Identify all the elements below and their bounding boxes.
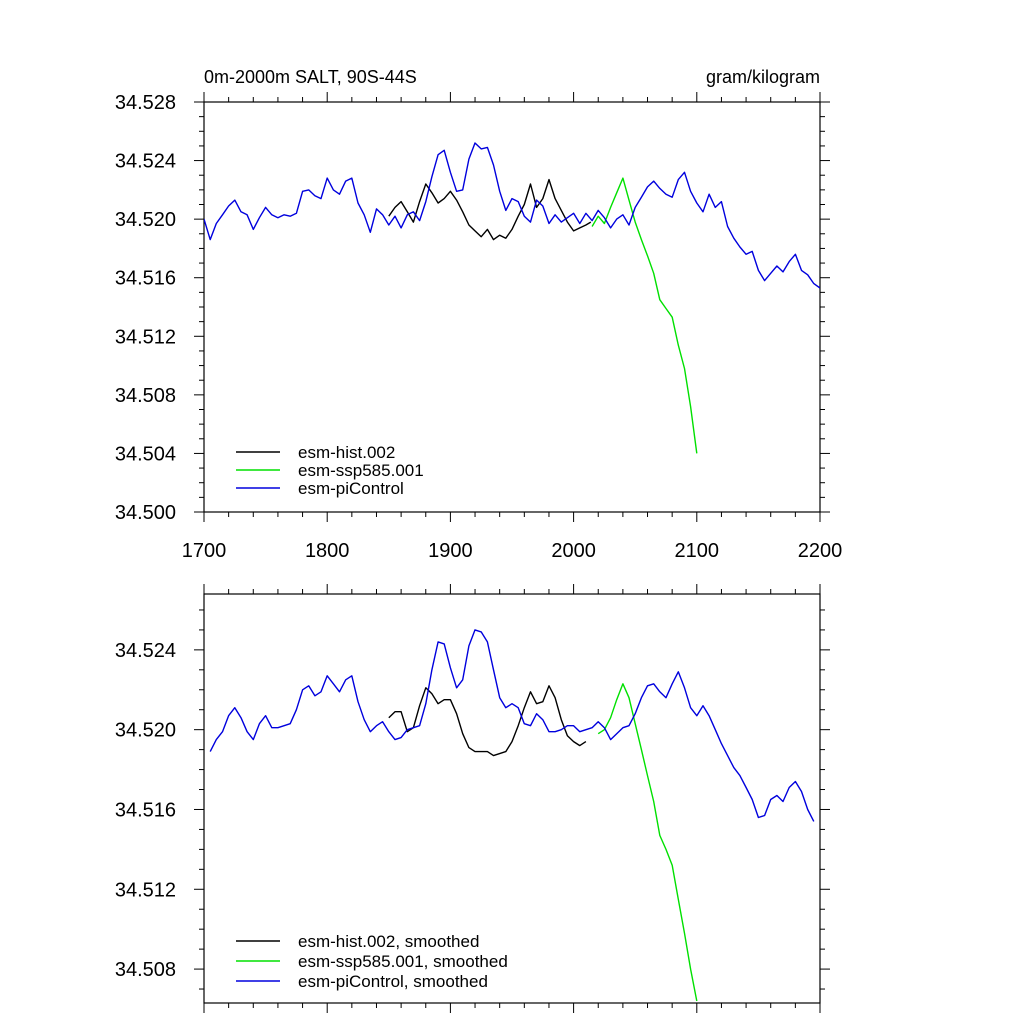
y-tick-label: 34.524 <box>115 640 176 662</box>
series-line-esm-hist-002 <box>388 178 592 241</box>
y-tick-label: 34.528 <box>115 92 176 114</box>
chart-title-right: gram/kilogram <box>706 67 820 87</box>
y-tick-label: 34.500 <box>115 502 176 524</box>
x-tick-label: 2100 <box>675 540 720 562</box>
y-tick-label: 34.508 <box>115 959 176 981</box>
y-tick-label: 34.504 <box>115 443 176 465</box>
chart-title-left: 0m-2000m SALT, 90S-44S <box>204 67 417 87</box>
y-tick-label: 34.520 <box>115 209 176 231</box>
plot-frame <box>203 593 821 1004</box>
y-tick-label: 34.516 <box>115 799 176 821</box>
legend-label: esm-ssp585.001 <box>298 461 424 480</box>
y-tick-label: 34.516 <box>115 268 176 290</box>
y-tick-label: 34.524 <box>115 151 176 173</box>
plot-frame <box>203 101 821 513</box>
legend-label: esm-piControl <box>298 479 404 498</box>
x-tick-label: 2000 <box>551 540 596 562</box>
y-tick-label: 34.512 <box>115 326 176 348</box>
series-line-esm-ssp585-001-smoothed <box>597 683 698 1002</box>
legend-label: esm-ssp585.001, smoothed <box>298 952 508 971</box>
x-tick-label: 1900 <box>428 540 473 562</box>
legend-label: esm-hist.002, smoothed <box>298 932 479 951</box>
x-tick-label: 2200 <box>798 540 843 562</box>
panel-bottom: 34.508 34.512 34.516 34.520 34.524 esm-hist.0… <box>115 584 830 1013</box>
series-line-esm-picontrol <box>204 142 820 289</box>
y-tick-label: 34.520 <box>115 720 176 742</box>
series-line-esm-hist-002-smoothed <box>388 685 587 757</box>
x-tick-label: 1800 <box>305 540 350 562</box>
legend-label: esm-hist.002 <box>298 443 395 462</box>
x-tick-label: 1700 <box>182 540 227 562</box>
series-line-esm-picontrol-smoothed <box>209 629 815 822</box>
panel-top: 0m-2000m SALT, 90S-44S gram/kilogram 170… <box>115 67 842 562</box>
y-tick-label: 34.508 <box>115 385 176 407</box>
series-line-esm-ssp585-001 <box>591 177 698 454</box>
y-tick-label: 34.512 <box>115 879 176 901</box>
legend-label: esm-piControl, smoothed <box>298 972 488 991</box>
